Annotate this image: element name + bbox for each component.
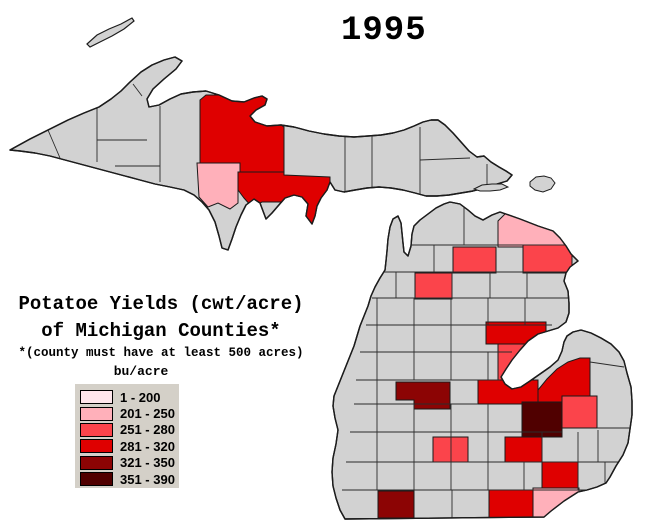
legend-swatch <box>80 422 113 437</box>
drummond-island <box>529 175 556 193</box>
legend-item: 251 - 280 <box>80 422 179 438</box>
legend-title: bu/acre <box>113 364 169 379</box>
legend-item: 351 - 390 <box>80 471 179 487</box>
lp-outline <box>331 201 633 520</box>
county-monroe <box>532 487 580 519</box>
legend-item-label: 251 - 280 <box>120 422 175 438</box>
county-lenawee <box>488 489 534 519</box>
county-kalkaska <box>414 272 453 300</box>
map-year-title: 1995 <box>341 12 427 50</box>
county-ionia <box>432 436 469 463</box>
county-alpena <box>522 244 573 274</box>
legend-swatch <box>80 439 113 454</box>
county-saginaw <box>521 401 563 438</box>
legend-item-label: 321 - 350 <box>120 455 175 471</box>
heading-line-2: of Michigan Counties* <box>41 320 281 342</box>
legend-item-label: 201 - 250 <box>120 406 175 422</box>
legend: 1 - 200 201 - 250 251 - 280 281 - 320 32… <box>75 384 179 488</box>
isle-royale-island <box>86 17 135 48</box>
county-dickinson <box>196 162 241 210</box>
county-tuscola <box>561 395 598 429</box>
heading-note: *(county must have at least 500 acres) <box>18 346 304 360</box>
up-county-borders <box>47 83 488 197</box>
county-saginaw-bay-east <box>537 357 591 403</box>
legend-swatch <box>80 472 113 487</box>
legend-item-label: 1 - 200 <box>120 389 161 405</box>
legend-item: 1 - 200 <box>80 389 179 405</box>
up-outline <box>9 56 513 251</box>
legend-item: 201 - 250 <box>80 405 179 421</box>
legend-swatch <box>80 390 113 405</box>
legend-swatch <box>80 455 113 470</box>
heading-line-1: Potatoe Yields (cwt/acre) <box>18 293 304 315</box>
legend-item-label: 351 - 390 <box>120 471 175 487</box>
bois-blanc-island <box>472 183 510 192</box>
legend-item: 321 - 350 <box>80 455 179 471</box>
lp-county-borders <box>342 204 632 518</box>
county-marquette <box>199 94 285 173</box>
county-otsego <box>452 246 497 274</box>
county-oakland <box>541 461 579 489</box>
map-heading: Potatoe Yields (cwt/acre) of Michigan Co… <box>0 293 322 360</box>
county-shiawassee <box>504 436 543 463</box>
county-presque-isle <box>497 212 567 248</box>
legend-item: 281 - 320 <box>80 438 179 454</box>
county-midland <box>477 379 539 405</box>
legend-swatch <box>80 406 113 421</box>
county-st-joseph <box>377 490 415 519</box>
legend-item-label: 281 - 320 <box>120 438 175 454</box>
